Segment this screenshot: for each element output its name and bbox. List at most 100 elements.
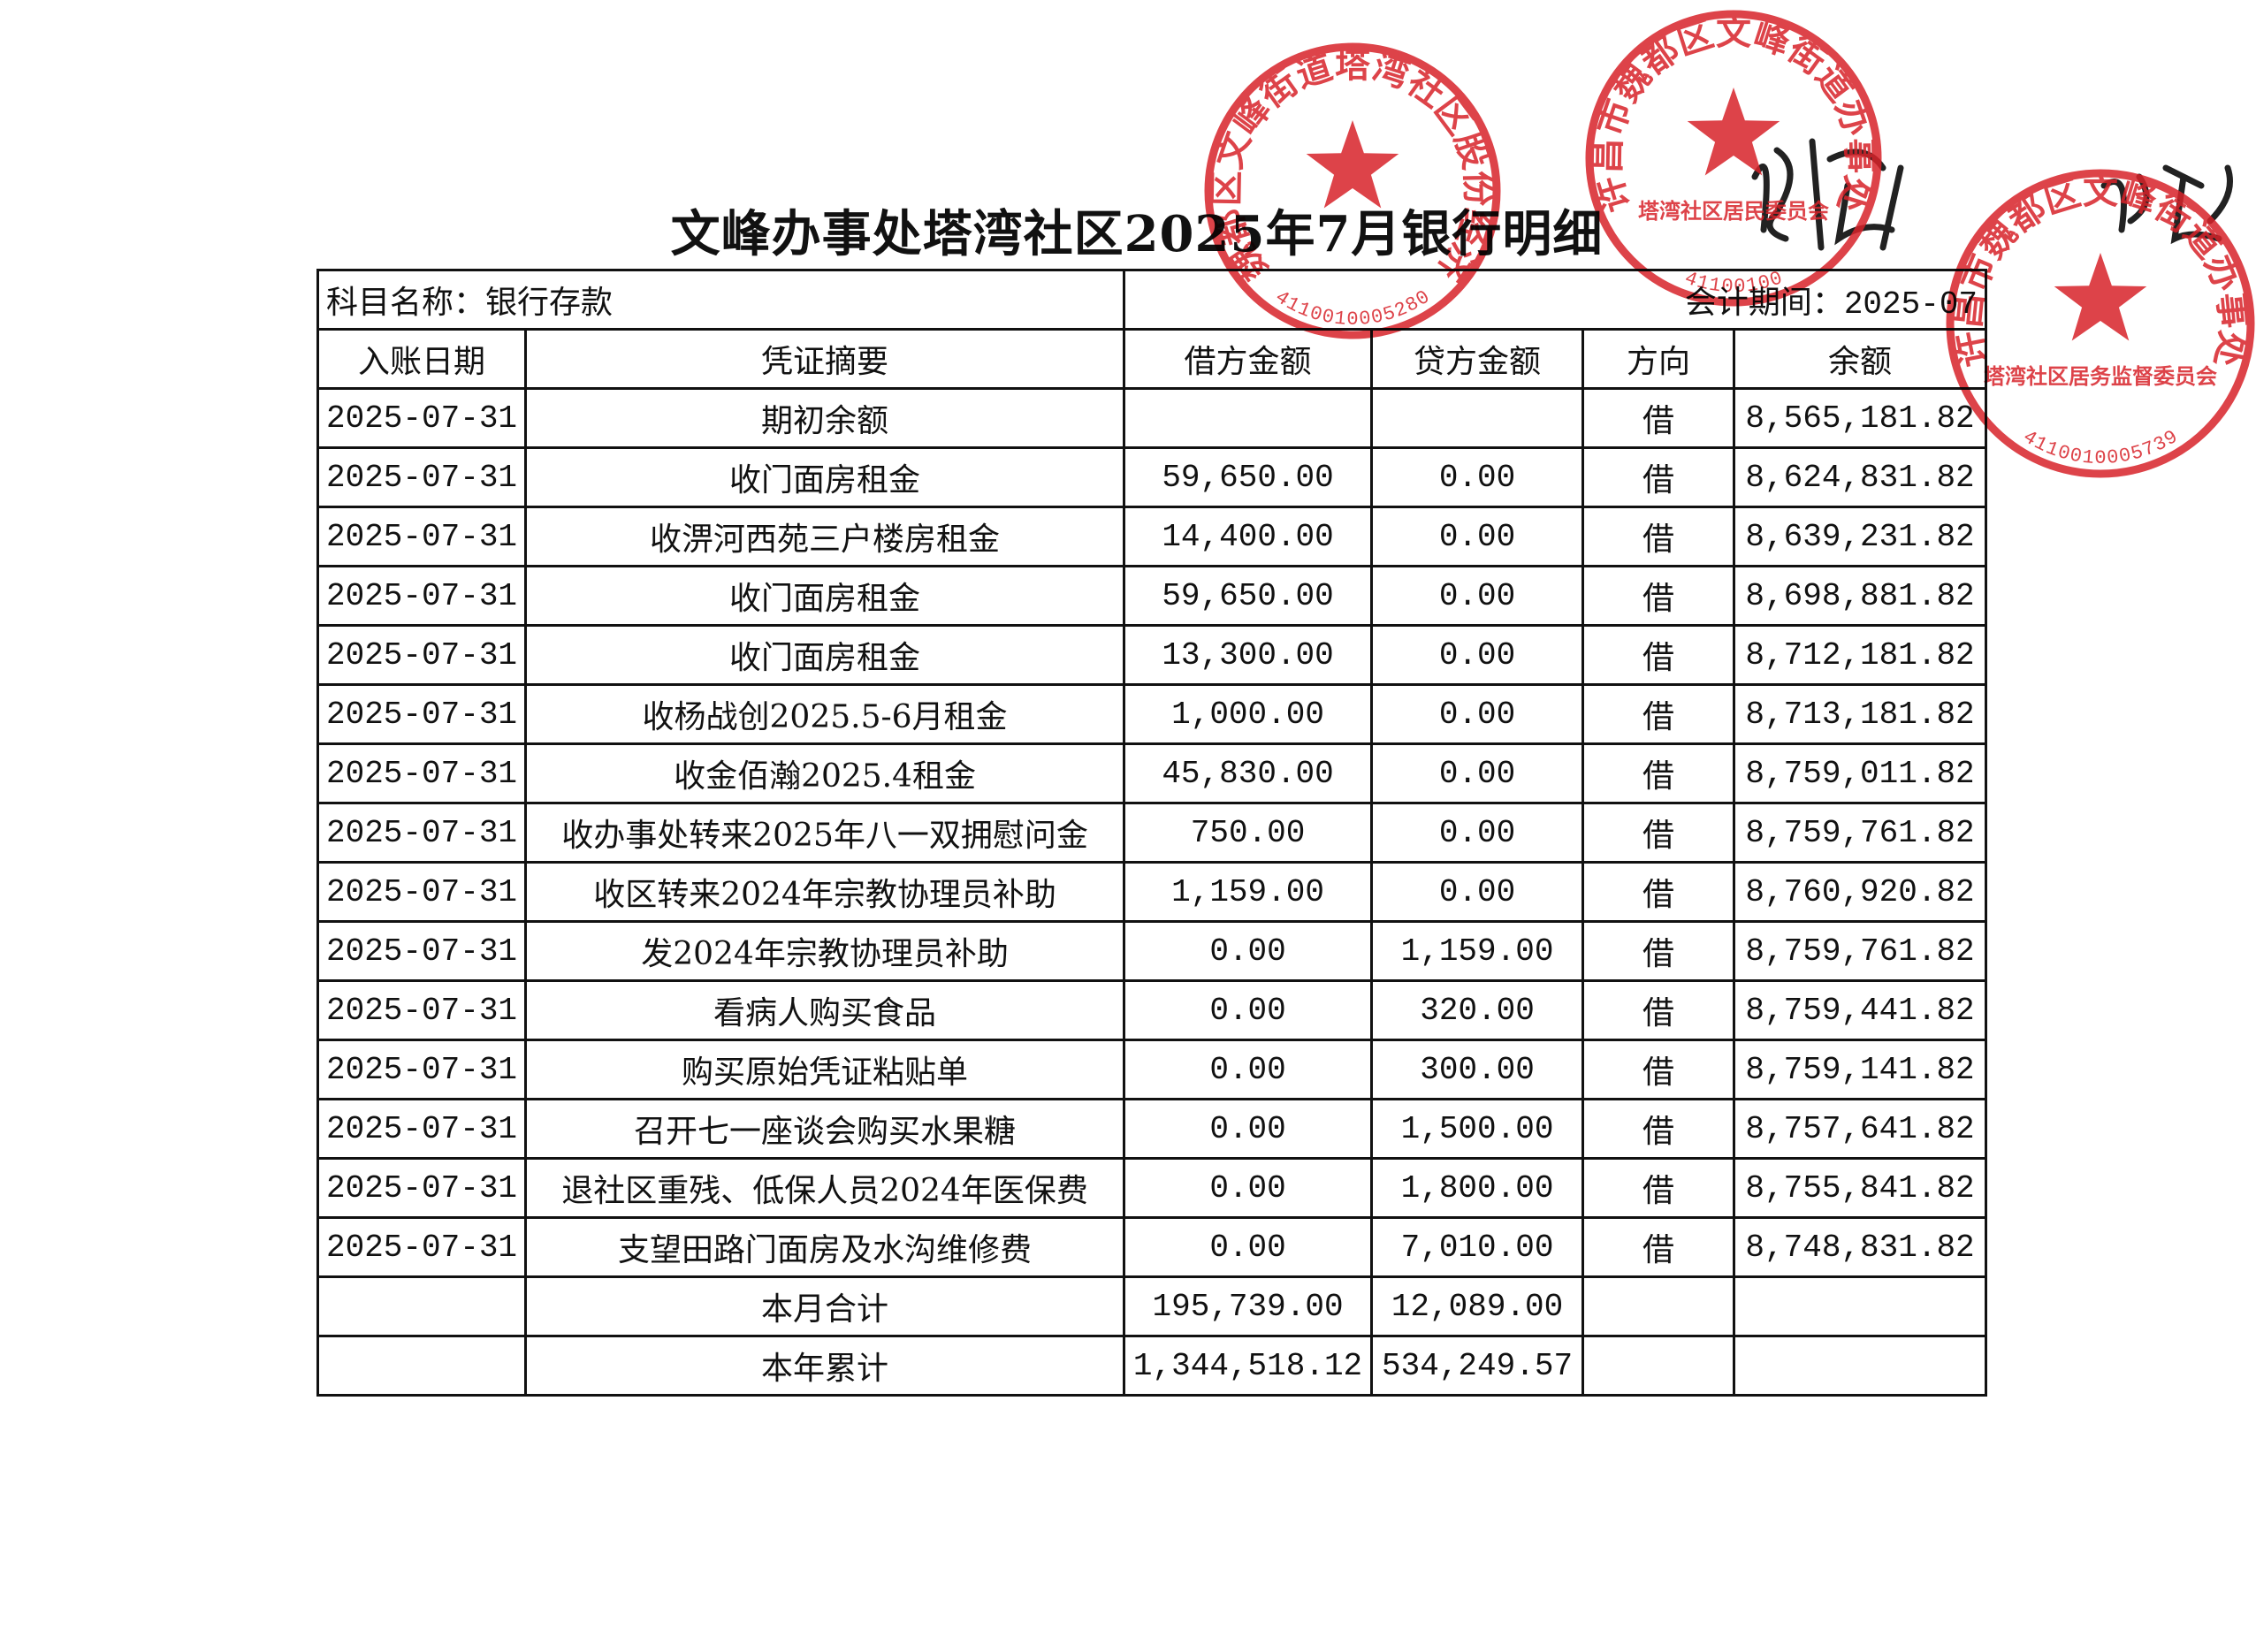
credit-cell: 0.00 (1370, 506, 1585, 567)
stamp-code: 4110010005739 (2019, 426, 2182, 469)
debit-cell: 14,400.00 (1123, 506, 1374, 567)
debit-cell: 0.00 (1123, 979, 1374, 1041)
balance-cell (1733, 1275, 1988, 1337)
debit-cell: 0.00 (1123, 1216, 1374, 1278)
date-cell: 2025-07-31 (316, 1098, 528, 1160)
date-cell: 2025-07-31 (316, 624, 528, 686)
debit-cell: 59,650.00 (1123, 565, 1374, 627)
debit-cell: 750.00 (1123, 802, 1374, 864)
credit-cell: 0.00 (1370, 802, 1585, 864)
debit-cell: 1,344,518.12 (1123, 1335, 1374, 1397)
table-row: 2025-07-31 看病人购买食品 0.00 320.00 借 8,759,441.82 (316, 979, 1988, 1041)
balance-cell: 8,759,011.82 (1733, 742, 1988, 804)
balance-cell: 8,565,181.82 (1733, 387, 1988, 449)
credit-cell: 0.00 (1370, 565, 1585, 627)
date-cell: 2025-07-31 (316, 683, 528, 745)
table-row: 2025-07-31 收办事处转来2025年八一双拥慰问金 750.00 0.00 借 8… (316, 802, 1988, 864)
summary-cell: 召开七一座谈会购买水果糖 (524, 1098, 1126, 1160)
balance-cell: 8,759,141.82 (1733, 1039, 1988, 1100)
table-row: 2025-07-31 收门面房租金 13,300.00 0.00 借 8,712,181.… (316, 624, 1988, 686)
direction-cell: 借 (1581, 1098, 1736, 1160)
credit-cell: 0.00 (1370, 742, 1585, 804)
summary-cell: 收杨战创2025.5-6月租金 (524, 683, 1126, 745)
date-cell: 2025-07-31 (316, 742, 528, 804)
credit-cell: 534,249.57 (1370, 1335, 1585, 1397)
column-header: 方向 (1581, 328, 1736, 390)
balance-cell: 8,639,231.82 (1733, 506, 1988, 567)
summary-cell: 收办事处转来2025年八一双拥慰问金 (524, 802, 1126, 864)
balance-cell: 8,755,841.82 (1733, 1157, 1988, 1219)
credit-cell: 0.00 (1370, 624, 1585, 686)
column-header: 借方金额 (1123, 328, 1374, 390)
subject: 科目名称：银行存款 (316, 269, 1126, 331)
stamp-outer-text: 许昌市魏都区文峰街道办事处 (1587, 11, 1881, 217)
table-row: 2025-07-31 支望田路门面房及水沟维修费 0.00 7,010.00 借 8,74… (316, 1216, 1988, 1278)
credit-cell: 1,159.00 (1370, 920, 1585, 982)
date-cell: 2025-07-31 (316, 802, 528, 864)
table-row: 2025-07-31 收门面房租金 59,650.00 0.00 借 8,624,831.… (316, 446, 1988, 508)
balance-cell: 8,698,881.82 (1733, 565, 1988, 627)
table-row: 2025-07-31 召开七一座谈会购买水果糖 0.00 1,500.00 借 8,757… (316, 1098, 1988, 1160)
table-row: 2025-07-31 收杨战创2025.5-6月租金 1,000.00 0.00 借 8,… (316, 683, 1988, 745)
column-header: 贷方金额 (1370, 328, 1585, 390)
date-cell: 2025-07-31 (316, 387, 528, 449)
debit-cell: 0.00 (1123, 920, 1374, 982)
date-cell: 2025-07-31 (316, 1157, 528, 1219)
title: 文峰办事处塔湾社区2025年7月银行明细 (670, 205, 1604, 263)
date-cell: 2025-07-31 (316, 1039, 528, 1100)
table-row: 2025-07-31 收区转来2024年宗教协理员补助 1,159.00 0.00 借 8… (316, 861, 1988, 923)
credit-cell: 1,500.00 (1370, 1098, 1585, 1160)
table-row: 2025-07-31 收淠河西苑三户楼房租金 14,400.00 0.00 借 8,639… (316, 506, 1988, 567)
stamp-code-path: 4110010005739 (2019, 426, 2182, 469)
summary-cell: 发2024年宗教协理员补助 (524, 920, 1126, 982)
date-cell: 2025-07-31 (316, 920, 528, 982)
table-row: 2025-07-31 收门面房租金 59,650.00 0.00 借 8,698,881.… (316, 565, 1988, 627)
summary-cell: 收门面房租金 (524, 624, 1126, 686)
date-cell: 2025-07-31 (316, 861, 528, 923)
debit-cell: 59,650.00 (1123, 446, 1374, 508)
credit-cell: 0.00 (1370, 683, 1585, 745)
date-cell: 2025-07-31 (316, 446, 528, 508)
column-header: 凭证摘要 (524, 328, 1126, 390)
date-cell (316, 1335, 528, 1397)
debit-cell (1123, 387, 1374, 449)
summary-cell: 本月合计 (524, 1275, 1126, 1337)
table-row: 2025-07-31 收金佰瀚2025.4租金 45,830.00 0.00 借 8,75… (316, 742, 1988, 804)
arc (2018, 421, 2182, 451)
summary-cell: 看病人购买食品 (524, 979, 1126, 1041)
header-row: 入账日期 凭证摘要 借方金额 贷方金额 方向 余额 (316, 328, 1988, 390)
date-cell (316, 1275, 528, 1337)
balance-cell: 8,748,831.82 (1733, 1216, 1988, 1278)
credit-cell: 0.00 (1370, 446, 1585, 508)
date-cell: 2025-07-31 (316, 565, 528, 627)
table-row: 本年累计 1,344,518.12 534,249.57 (316, 1335, 1988, 1397)
summary-cell: 收淠河西苑三户楼房租金 (524, 506, 1126, 567)
summary-cell: 收门面房租金 (524, 446, 1126, 508)
direction-cell (1581, 1275, 1736, 1337)
summary-cell: 收区转来2024年宗教协理员补助 (524, 861, 1126, 923)
credit-cell: 300.00 (1370, 1039, 1585, 1100)
balance-cell: 8,757,641.82 (1733, 1098, 1988, 1160)
balance-cell: 8,713,181.82 (1733, 683, 1988, 745)
summary-cell: 期初余额 (524, 387, 1126, 449)
table-row: 本月合计 195,739.00 12,089.00 (316, 1275, 1988, 1337)
balance-cell: 8,712,181.82 (1733, 624, 1988, 686)
direction-cell: 借 (1581, 565, 1736, 627)
summary-cell: 购买原始凭证粘贴单 (524, 1039, 1126, 1100)
summary-cell: 退社区重残、低保人员2024年医保费 (524, 1157, 1126, 1219)
stamp-outer-path: 许昌市魏都区文峰街道办事处 (1587, 11, 1881, 217)
direction-cell: 借 (1581, 979, 1736, 1041)
table-row: 2025-07-31 发2024年宗教协理员补助 0.00 1,159.00 借 8,75… (316, 920, 1988, 982)
direction-cell: 借 (1581, 387, 1736, 449)
debit-cell: 13,300.00 (1123, 624, 1374, 686)
date-cell: 2025-07-31 (316, 1216, 528, 1278)
direction-cell: 借 (1581, 920, 1736, 982)
credit-cell: 0.00 (1370, 861, 1585, 923)
direction-cell: 借 (1581, 1157, 1736, 1219)
debit-cell: 0.00 (1123, 1098, 1374, 1160)
column-header: 余额 (1733, 328, 1988, 390)
balance-cell: 8,759,761.82 (1733, 802, 1988, 864)
balance-cell: 8,759,761.82 (1733, 920, 1988, 982)
direction-cell: 借 (1581, 1039, 1736, 1100)
